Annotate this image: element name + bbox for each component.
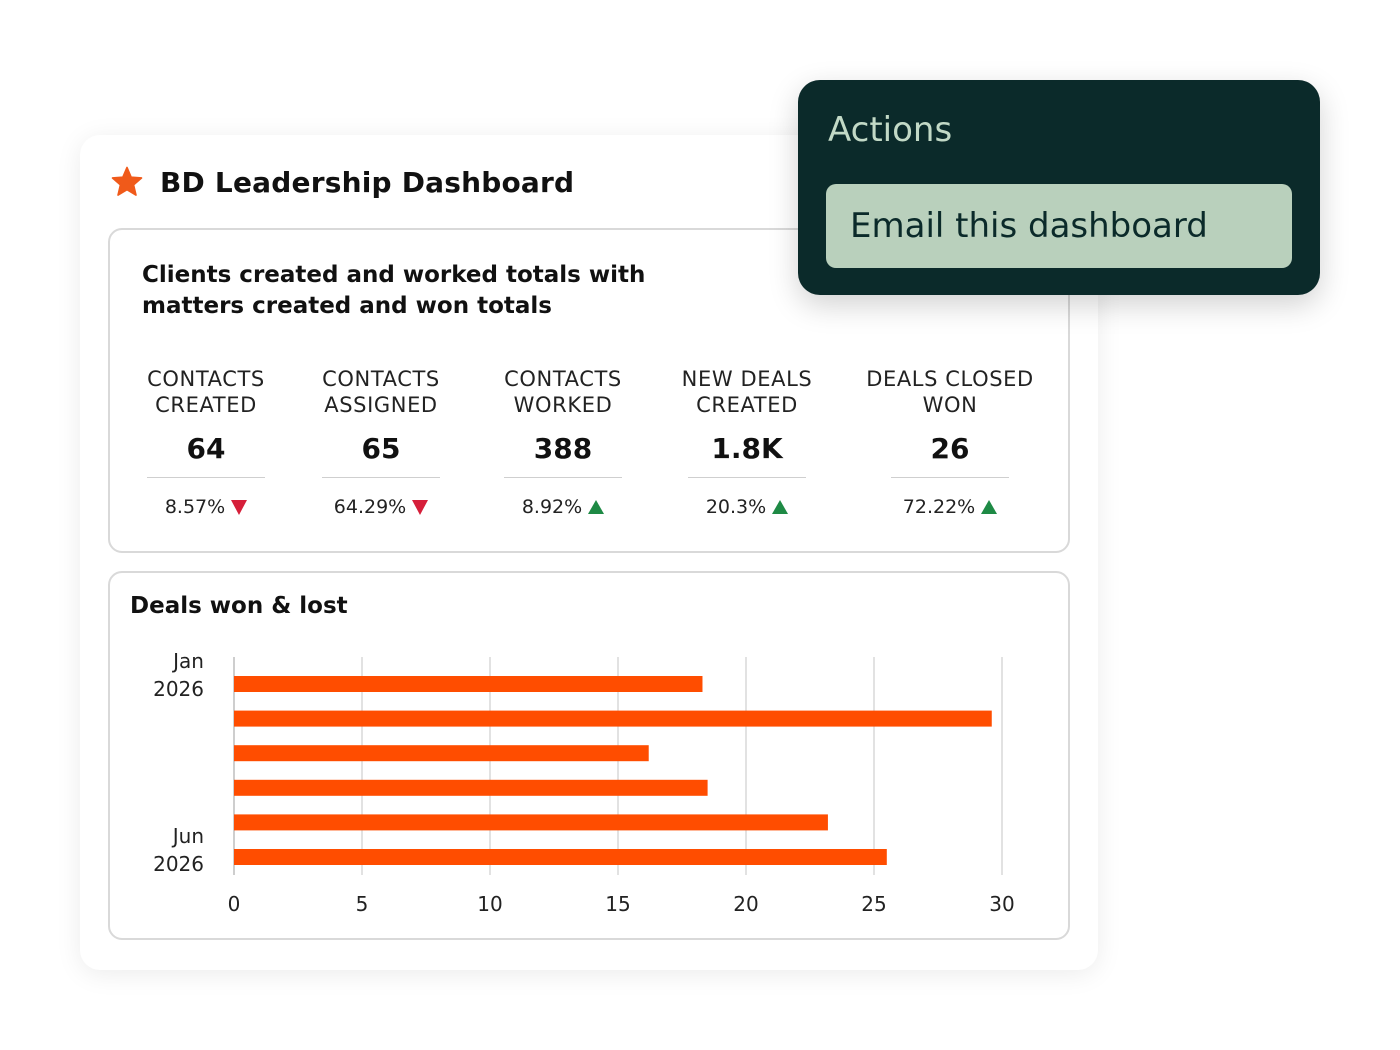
bar bbox=[234, 710, 992, 727]
chart-grid bbox=[233, 657, 1003, 875]
trend-arrow-icon bbox=[981, 500, 998, 514]
y-tick-label: Jan bbox=[171, 649, 204, 673]
x-tick-label: 15 bbox=[605, 892, 630, 916]
x-tick-label: 10 bbox=[477, 892, 502, 916]
kpi-change-value: 8.57% bbox=[164, 496, 226, 518]
y-tick-label: 2026 bbox=[153, 852, 204, 876]
kpi-label: CONTACTS ASSIGNED bbox=[322, 367, 440, 417]
chart-labels: 0 5 10 15 20 25 30 Jan 2026 Jun 2026 bbox=[153, 649, 1015, 916]
trend-arrow-icon bbox=[412, 499, 429, 515]
kpi-contacts-created[interactable]: CONTACTS CREATED 64 8.57% bbox=[138, 366, 274, 518]
kpi-divider bbox=[688, 477, 806, 478]
kpi-value: 65 bbox=[361, 432, 401, 465]
dashboard-title: BD Leadership Dashboard bbox=[160, 165, 575, 199]
x-tick-label: 5 bbox=[356, 892, 369, 916]
trend-arrow-icon bbox=[772, 500, 789, 514]
actions-menu-title: Actions bbox=[828, 110, 953, 150]
bar bbox=[234, 849, 887, 865]
chart-title: Deals won & lost bbox=[130, 593, 348, 619]
kpi-label: CONTACTS CREATED bbox=[147, 367, 265, 417]
x-tick-label: 25 bbox=[861, 892, 886, 916]
y-tick-label: Jun bbox=[171, 824, 204, 848]
bar bbox=[234, 779, 708, 796]
kpi-divider bbox=[147, 477, 265, 478]
trend-arrow-icon bbox=[588, 500, 605, 514]
actions-menu: Actions Email this dashboard bbox=[798, 80, 1320, 295]
kpi-change-value: 8.92% bbox=[521, 496, 583, 518]
kpi-panel-title: Clients created and worked totals with m… bbox=[142, 262, 646, 319]
bar bbox=[234, 745, 649, 762]
email-dashboard-button[interactable]: Email this dashboard bbox=[826, 184, 1292, 268]
trend-arrow-icon bbox=[231, 499, 248, 515]
kpi-change: 64.29% bbox=[312, 496, 450, 518]
kpi-change: 8.57% bbox=[138, 496, 274, 518]
dashboard-header: BD Leadership Dashboard bbox=[110, 165, 574, 199]
star-icon[interactable] bbox=[110, 165, 144, 199]
chart-panel: Deals won & lost 0 5 10 15 20 25 30 Jan 2026 Jun 2… bbox=[108, 571, 1070, 940]
bar bbox=[234, 676, 703, 692]
kpi-change: 20.3% bbox=[668, 496, 826, 518]
kpi-label: CONTACTS WORKED bbox=[504, 367, 622, 417]
kpi-row: CONTACTS CREATED 64 8.57% CONTACTS ASSIG… bbox=[110, 366, 1068, 536]
kpi-label: NEW DEALS CREATED bbox=[681, 367, 813, 417]
kpi-divider bbox=[504, 477, 622, 478]
kpi-divider bbox=[322, 477, 440, 478]
bar bbox=[234, 814, 828, 831]
kpi-value: 26 bbox=[930, 432, 970, 465]
kpi-change-value: 20.3% bbox=[705, 496, 767, 518]
x-tick-label: 30 bbox=[989, 892, 1014, 916]
kpi-value: 64 bbox=[186, 432, 226, 465]
kpi-change-value: 72.22% bbox=[902, 496, 976, 518]
kpi-new-deals-created[interactable]: NEW DEALS CREATED 1.8K 20.3% bbox=[668, 366, 826, 518]
chart-bars bbox=[234, 676, 992, 865]
kpi-value: 1.8K bbox=[711, 432, 783, 465]
y-tick-label: 2026 bbox=[153, 677, 204, 701]
x-tick-label: 20 bbox=[733, 892, 758, 916]
kpi-change: 72.22% bbox=[860, 496, 1040, 518]
kpi-deals-closed-won[interactable]: DEALS CLOSED WON 26 72.22% bbox=[860, 366, 1040, 518]
x-tick-label: 0 bbox=[228, 892, 241, 916]
kpi-change-value: 64.29% bbox=[333, 496, 407, 518]
kpi-contacts-worked[interactable]: CONTACTS WORKED 388 8.92% bbox=[494, 366, 632, 518]
kpi-value: 388 bbox=[533, 432, 593, 465]
kpi-label: DEALS CLOSED WON bbox=[866, 367, 1034, 417]
kpi-divider bbox=[891, 477, 1009, 478]
kpi-change: 8.92% bbox=[494, 496, 632, 518]
deals-bar-chart: 0 5 10 15 20 25 30 Jan 2026 Jun 2026 bbox=[153, 649, 1015, 916]
kpi-contacts-assigned[interactable]: CONTACTS ASSIGNED 65 64.29% bbox=[312, 366, 450, 518]
